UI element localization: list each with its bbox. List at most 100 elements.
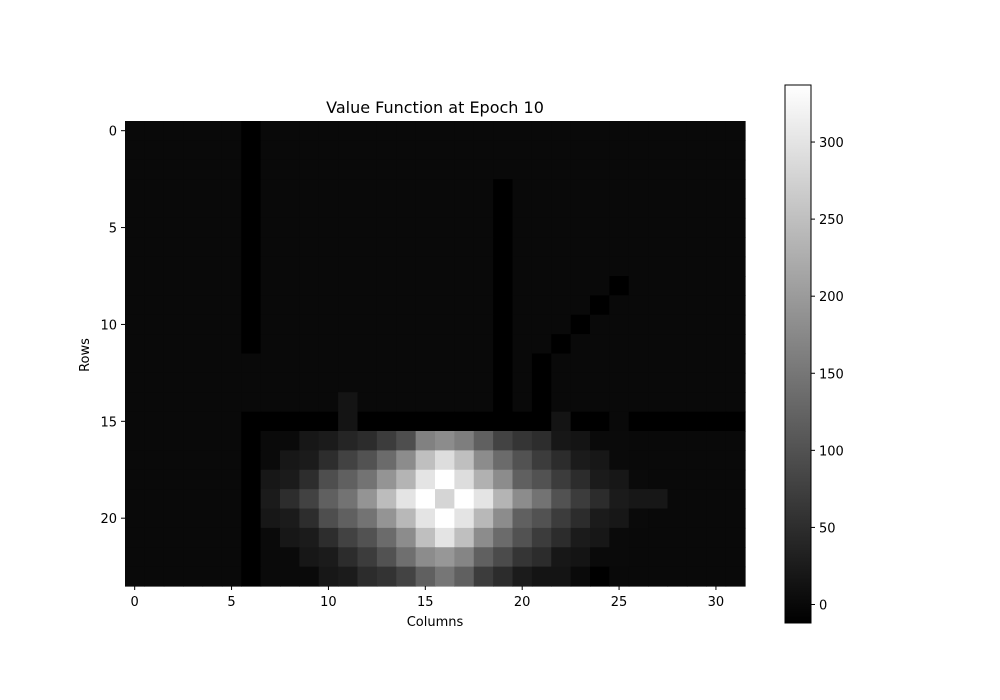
heatmap-cell	[473, 295, 494, 316]
heatmap-cell	[725, 334, 746, 355]
y-axis: 0 5 10 15 20	[100, 125, 125, 527]
heatmap-cell	[512, 566, 533, 587]
heatmap-cell	[590, 256, 610, 277]
heatmap-cell	[609, 334, 630, 355]
heatmap-cell	[415, 140, 436, 161]
heatmap-cell	[590, 237, 610, 258]
heatmap-cell	[435, 431, 455, 451]
heatmap-cell	[551, 217, 572, 238]
heatmap-cell	[590, 411, 610, 432]
heatmap-cell	[551, 256, 572, 277]
heatmap-cell	[473, 469, 494, 490]
heatmap-cell	[512, 392, 533, 413]
heatmap-cell	[260, 392, 281, 413]
heatmap-cell	[648, 411, 669, 432]
heatmap-cell	[202, 198, 223, 219]
heatmap-cell	[551, 314, 572, 335]
heatmap-cell	[435, 469, 455, 490]
heatmap-cell	[299, 159, 320, 180]
x-tick-label: 30	[708, 595, 725, 610]
heatmap-cell	[125, 314, 145, 335]
heatmap-cell	[280, 276, 300, 296]
heatmap-cell	[648, 372, 669, 393]
heatmap-cell	[144, 121, 165, 141]
heatmap-cell	[376, 508, 397, 529]
heatmap-cell	[338, 276, 359, 296]
heatmap-cell	[686, 527, 707, 548]
heatmap-cell	[163, 179, 184, 200]
heatmap-cell	[221, 295, 242, 316]
heatmap-cell	[570, 527, 591, 548]
heatmap-cell	[512, 217, 533, 238]
heatmap-cell	[376, 334, 397, 355]
heatmap-cell	[551, 237, 572, 258]
heatmap-cell	[299, 334, 320, 355]
heatmap-cell	[280, 527, 300, 548]
heatmap-cell	[202, 217, 223, 238]
heatmap-cell	[299, 566, 320, 587]
heatmap-cell	[357, 276, 378, 296]
heatmap-cell	[221, 276, 242, 296]
heatmap-cell	[667, 431, 688, 451]
heatmap-cell	[125, 547, 145, 568]
heatmap-cell	[260, 256, 281, 277]
colorbar-tick-label: 100	[819, 444, 844, 459]
heatmap-cell	[202, 508, 223, 529]
heatmap-cell	[338, 237, 359, 258]
heatmap-cell	[725, 489, 746, 510]
heatmap-cell	[706, 392, 727, 413]
heatmap-cell	[280, 334, 300, 355]
heatmap-cell	[221, 179, 242, 200]
heatmap-cell	[376, 392, 397, 413]
heatmap-cell	[280, 295, 300, 316]
heatmap-cell	[570, 314, 591, 335]
heatmap-cell	[144, 237, 165, 258]
heatmap-cell	[454, 527, 475, 548]
heatmap-cell	[338, 450, 359, 471]
heatmap-cell	[473, 372, 494, 393]
x-tick-label: 5	[227, 595, 235, 610]
heatmap-cell	[144, 547, 165, 568]
heatmap-cell	[396, 159, 417, 180]
heatmap-cell	[144, 256, 165, 277]
heatmap-cell	[415, 547, 436, 568]
heatmap-cell	[125, 508, 145, 529]
heatmap-cell	[163, 527, 184, 548]
heatmap-cell	[125, 489, 145, 510]
heatmap-cell	[551, 121, 572, 141]
heatmap-cell	[280, 411, 300, 432]
heatmap-cell	[338, 392, 359, 413]
heatmap-cell	[221, 159, 242, 180]
heatmap-cell	[202, 372, 223, 393]
heatmap-cell	[221, 353, 242, 374]
heatmap-cell	[183, 372, 204, 393]
heatmap-cell	[183, 314, 204, 335]
heatmap-cell	[648, 140, 669, 161]
heatmap-cell	[221, 469, 242, 490]
heatmap-cell	[454, 469, 475, 490]
heatmap-cell	[628, 121, 649, 141]
heatmap-cell	[628, 217, 649, 238]
heatmap-cell	[415, 469, 436, 490]
heatmap-cell	[493, 489, 514, 510]
heatmap-cell	[435, 547, 455, 568]
heatmap-cell	[415, 295, 436, 316]
heatmap-cell	[221, 566, 242, 587]
y-tick-label: 0	[109, 125, 117, 140]
heatmap-cell	[202, 121, 223, 141]
heatmap-cell	[241, 237, 262, 258]
y-tick-label: 10	[100, 318, 117, 333]
heatmap-cell	[609, 121, 630, 141]
heatmap-cell	[686, 566, 707, 587]
heatmap-cell	[260, 334, 281, 355]
heatmap-cell	[493, 179, 514, 200]
heatmap-cell	[435, 372, 455, 393]
heatmap-cell	[493, 314, 514, 335]
heatmap-cell	[590, 392, 610, 413]
heatmap-cell	[202, 450, 223, 471]
heatmap-cell	[338, 527, 359, 548]
heatmap-cell	[221, 334, 242, 355]
heatmap-cell	[531, 527, 552, 548]
heatmap-cell	[260, 450, 281, 471]
